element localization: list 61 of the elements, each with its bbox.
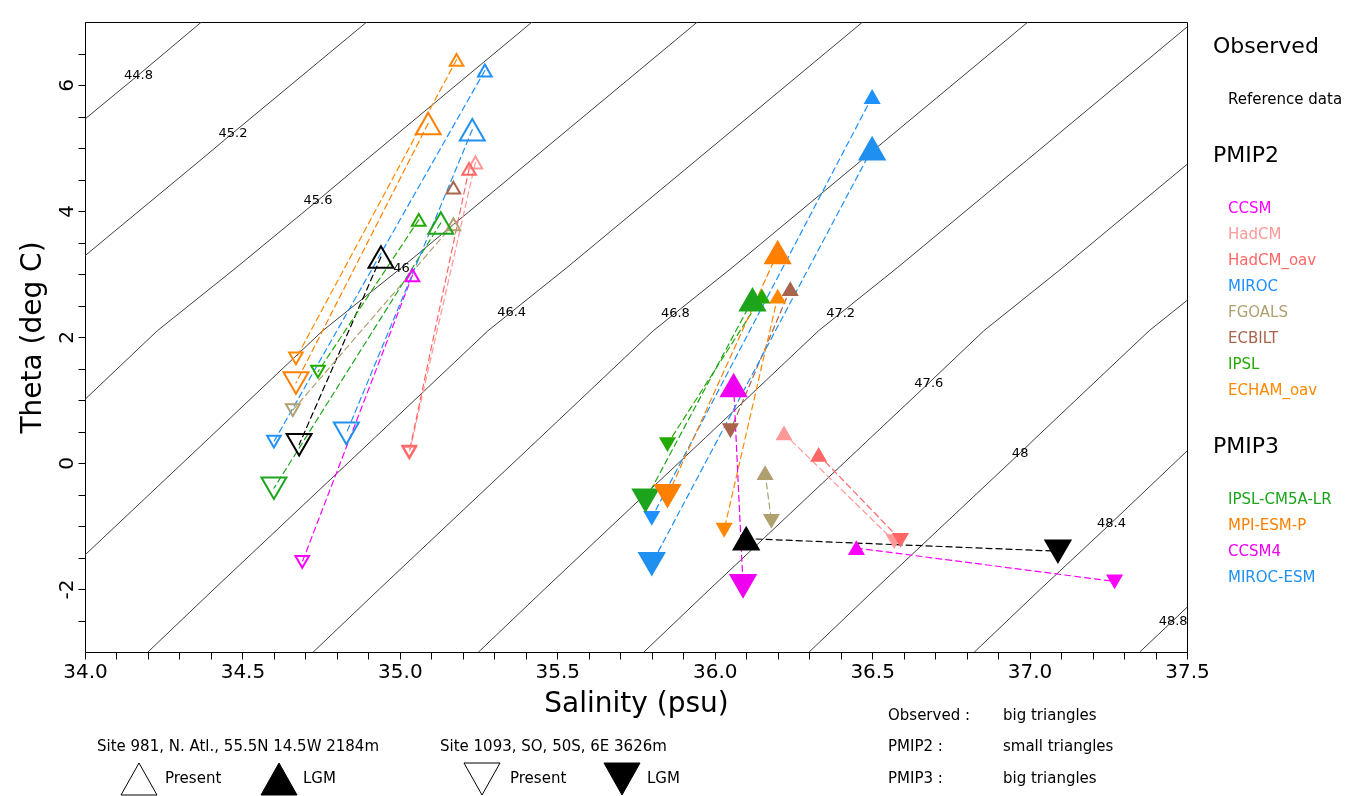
x-tick-label: 35.0 [378, 658, 423, 683]
y-tick-label: -2 [53, 579, 78, 600]
annotation: 48.8 [1158, 612, 1188, 628]
line-series [478, 26, 1187, 652]
text: Reference data [1228, 90, 1343, 108]
annotation: 46.8 [660, 305, 690, 321]
text: LGM [303, 769, 336, 787]
text: MPI-ESM-P [1228, 516, 1307, 534]
line-series [85, 22, 698, 556]
annotation: 47.2 [826, 305, 856, 321]
text: IPSL [1228, 355, 1260, 373]
text: CCSM4 [1228, 542, 1281, 560]
line-series [973, 450, 1187, 652]
text: MIROC [1228, 277, 1279, 295]
x-tick-label: 34.5 [220, 658, 266, 683]
y-axis-title: Theta (deg C) [14, 241, 48, 435]
text: Observed [1213, 32, 1319, 58]
y-tick-label: 2 [53, 331, 78, 344]
y-tick-label: 6 [53, 79, 78, 92]
line-series [85, 22, 533, 400]
text: MIROC-ESM [1228, 568, 1316, 586]
text: ECBILT [1228, 329, 1279, 347]
text: big triangles [1003, 706, 1097, 724]
text: IPSL-CM5A-LR [1228, 490, 1332, 508]
text: FGOALS [1228, 303, 1288, 321]
point [445, 180, 462, 195]
x-tick-label: 34.0 [63, 658, 108, 683]
x-tick-label: 37.0 [1007, 658, 1053, 683]
annotation: 45.6 [303, 192, 333, 208]
text: LGM [647, 769, 680, 787]
text: Site 1093, SO, 50S, 6E 3626m [440, 737, 667, 755]
text: ECHAM_oav [1228, 381, 1318, 399]
text: PMIP2 [1213, 141, 1279, 167]
text: Present [165, 769, 222, 787]
text: small triangles [1003, 737, 1114, 755]
y-tick-label: 4 [53, 205, 78, 218]
text: Present [510, 769, 567, 787]
text: big triangles [1003, 769, 1097, 787]
x-tick-label: 35.5 [535, 658, 581, 683]
y-tick-label: 0 [53, 457, 78, 470]
line-series [643, 163, 1187, 652]
text: PMIP3 : [888, 769, 943, 787]
x-tick-label: 36.5 [850, 658, 895, 683]
text: HadCM [1228, 225, 1282, 243]
text: PMIP3 [1213, 432, 1279, 458]
text: CCSM [1228, 199, 1272, 217]
annotation: 46 [393, 259, 410, 275]
annotation: 45.2 [218, 124, 248, 140]
x-tick-label: 37.5 [1165, 658, 1210, 683]
annotation: 44.8 [124, 66, 153, 82]
text: HadCM_oav [1228, 251, 1317, 269]
text: Site 981, N. Atl., 55.5N 14.5W 2184m [97, 737, 380, 755]
text: Observed : [888, 706, 970, 724]
annotation: 47.6 [914, 374, 944, 390]
line-series [85, 22, 368, 257]
line-series [808, 299, 1187, 652]
text: PMIP2 : [888, 737, 943, 755]
annotation: 46.4 [497, 303, 527, 319]
x-tick-label: 36.0 [692, 658, 738, 683]
annotation: 48.4 [1096, 514, 1126, 530]
x-axis-title: Salinity (psu) [544, 685, 729, 719]
